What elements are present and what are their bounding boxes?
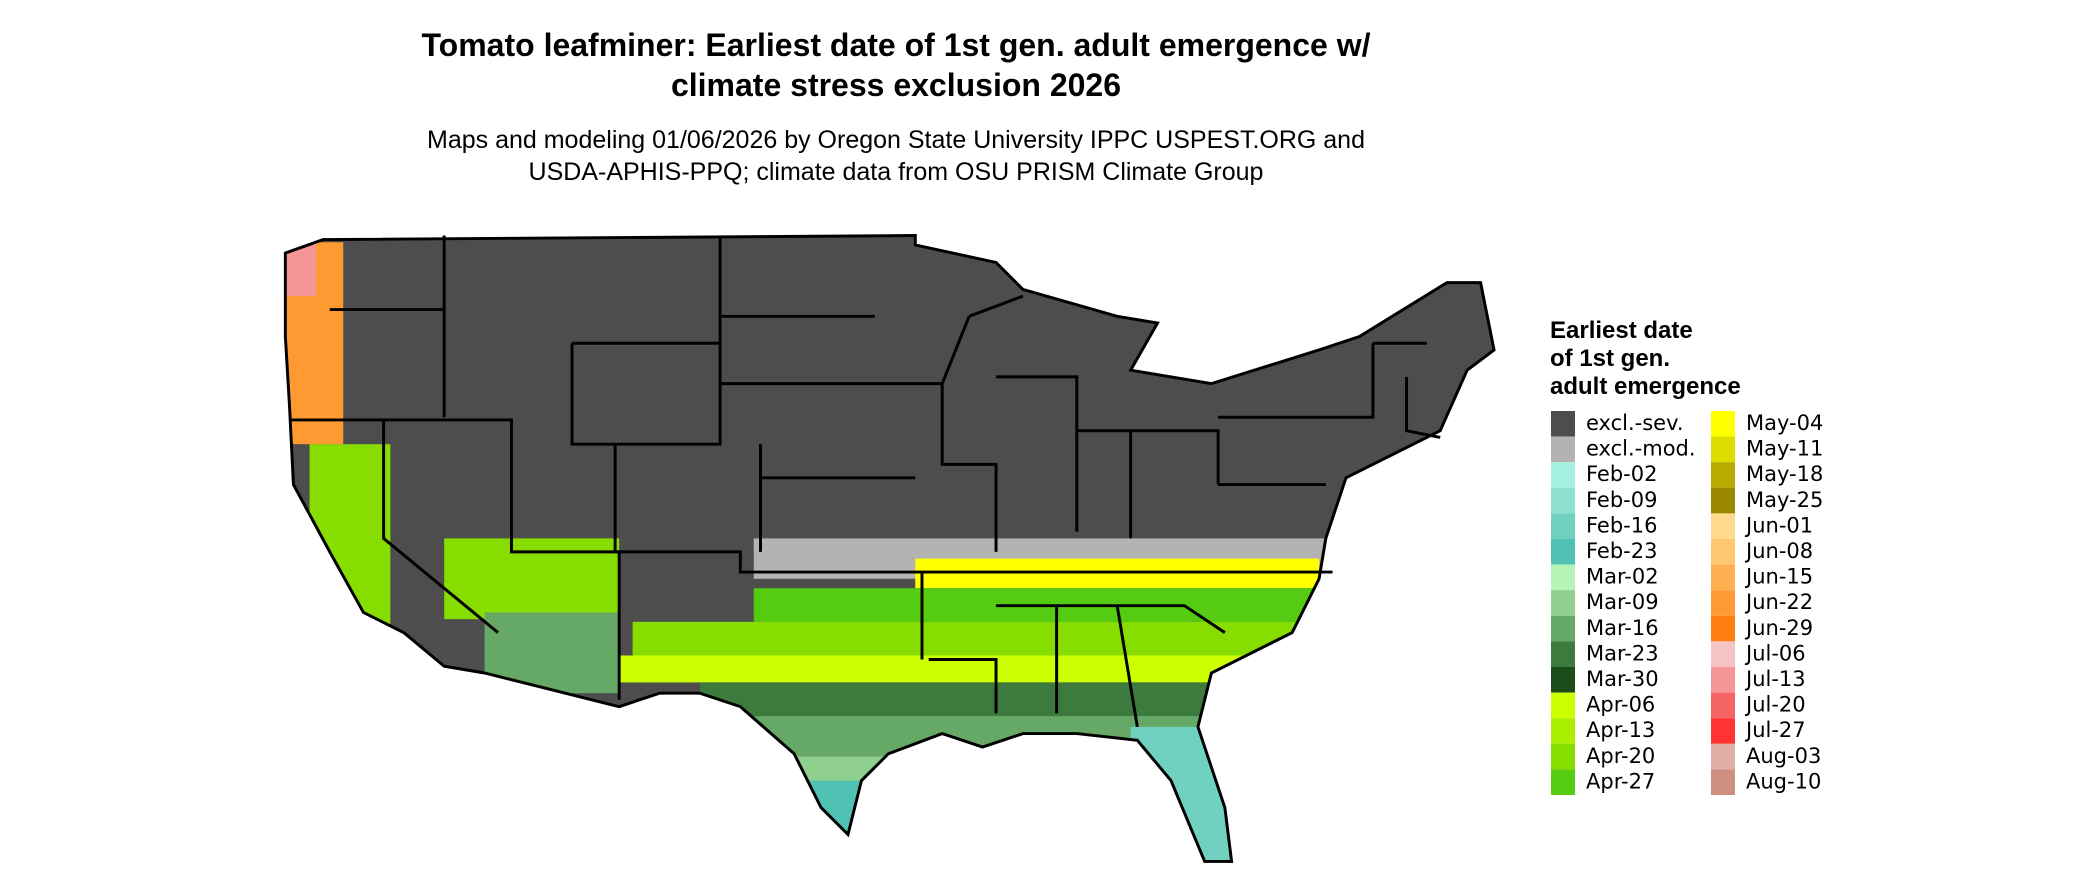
legend-label: Feb-23 [1586, 539, 1657, 563]
legend-label: Mar-23 [1586, 641, 1659, 665]
legend-label: Jun-08 [1744, 539, 1813, 563]
legend-label: May-11 [1746, 437, 1823, 461]
legend-swatch [1551, 769, 1575, 795]
legend-swatch [1551, 436, 1575, 463]
legend-label: May-18 [1746, 462, 1823, 486]
title-line: Tomato leafminer: Earliest date of 1st g… [422, 27, 1371, 63]
legend-title: of 1st gen. [1550, 345, 1670, 372]
legend-label: Jun-15 [1744, 565, 1813, 589]
legend-swatch [1711, 692, 1735, 719]
legend-swatch [1551, 641, 1575, 667]
legend-label: Jun-22 [1744, 590, 1813, 614]
legend-label: May-25 [1746, 488, 1823, 512]
legend-label: Mar-30 [1586, 667, 1659, 691]
legend-label: Jun-01 [1744, 513, 1813, 537]
legend-label: Mar-09 [1586, 590, 1659, 614]
legend-label: Aug-03 [1746, 744, 1821, 768]
legend-label: Feb-09 [1586, 488, 1657, 512]
legend-label: Apr-13 [1586, 718, 1655, 742]
legend-swatch [1711, 743, 1735, 770]
legend-swatch [1711, 769, 1735, 795]
legend-swatch [1551, 743, 1575, 770]
legend-title: Earliest date [1550, 317, 1693, 344]
legend-label: Apr-27 [1586, 769, 1655, 793]
legend-label: Mar-16 [1586, 616, 1659, 640]
legend-label: Apr-20 [1586, 744, 1655, 768]
legend-label: Jul-20 [1744, 693, 1806, 717]
legend-label: Jun-29 [1744, 616, 1813, 640]
legend-swatch [1711, 487, 1735, 514]
legend-label: Feb-02 [1586, 462, 1657, 486]
legend-swatch [1551, 539, 1575, 565]
legend-label: Feb-16 [1586, 513, 1657, 537]
legend-swatch [1551, 692, 1575, 719]
legend-title: adult emergence [1550, 373, 1741, 400]
legend-swatch [1711, 564, 1735, 591]
legend-swatch [1551, 667, 1575, 693]
legend-swatch [1711, 718, 1735, 744]
legend-swatch [1551, 590, 1575, 616]
legend-swatch [1711, 462, 1735, 488]
legend-swatch [1551, 564, 1575, 591]
subtitle-line: Maps and modeling 01/06/2026 by Oregon S… [427, 126, 1365, 154]
legend-swatch [1711, 615, 1735, 642]
legend-label: May-04 [1746, 411, 1823, 435]
legend-swatch [1711, 411, 1735, 437]
legend-label: excl.-sev. [1586, 411, 1684, 435]
legend-swatch [1711, 590, 1735, 616]
legend-swatch [1711, 539, 1735, 565]
legend: Earliest date of 1st gen. adult emergenc… [1550, 317, 1823, 795]
legend-swatch [1551, 615, 1575, 642]
legend-swatch [1551, 718, 1575, 744]
legend-label: excl.-mod. [1586, 437, 1696, 461]
legend-swatch [1711, 641, 1735, 667]
legend-swatch [1551, 513, 1575, 539]
legend-swatch [1551, 462, 1575, 488]
us-map [283, 234, 1496, 863]
legend-swatch [1551, 411, 1575, 437]
legend-swatch [1711, 436, 1735, 463]
title-line: climate stress exclusion 2026 [671, 67, 1121, 103]
legend-swatch [1711, 513, 1735, 539]
legend-label: Mar-02 [1586, 565, 1659, 589]
legend-swatch [1711, 667, 1735, 693]
subtitle-line: USDA-APHIS-PPQ; climate data from OSU PR… [529, 158, 1264, 186]
legend-label: Aug-10 [1746, 769, 1821, 793]
legend-label: Apr-06 [1586, 693, 1655, 717]
legend-swatch [1551, 487, 1575, 514]
legend-label: Jul-13 [1744, 667, 1806, 691]
legend-label: Jul-27 [1744, 718, 1806, 742]
legend-label: Jul-06 [1744, 641, 1806, 665]
state-borders [283, 234, 1496, 863]
